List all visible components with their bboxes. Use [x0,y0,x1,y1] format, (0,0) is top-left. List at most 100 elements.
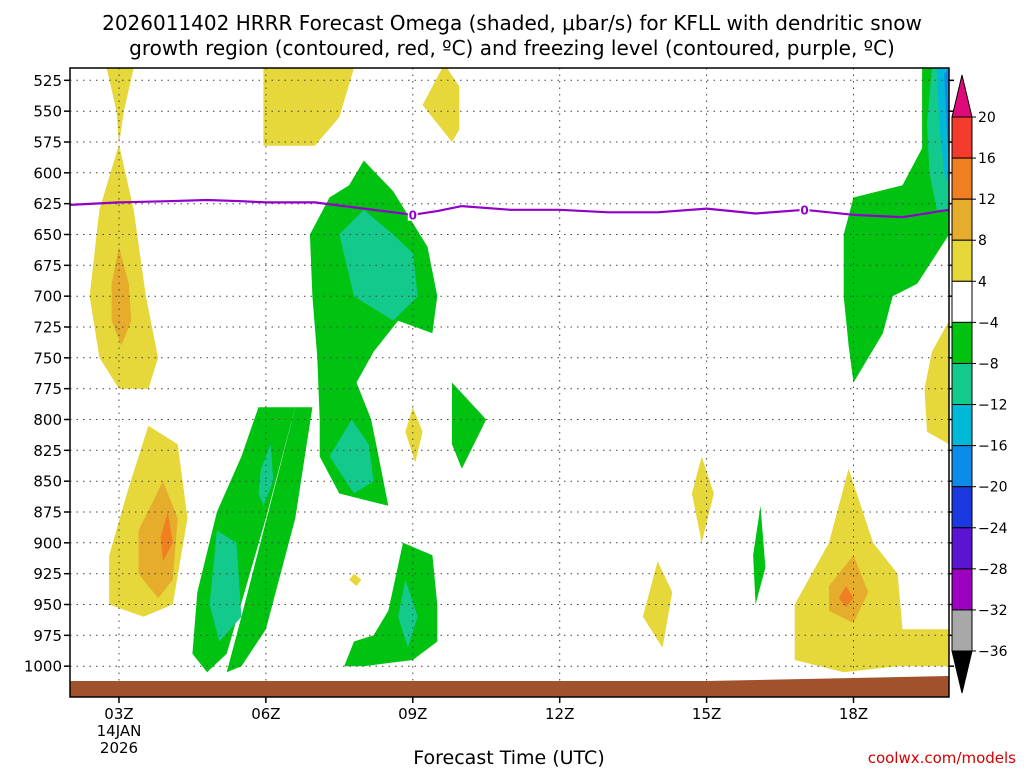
credit-text: coolwx.com/models [868,749,1016,767]
colorbar-band-1 [951,157,973,200]
x-axis-label: Forecast Time (UTC) [413,747,604,768]
downward-motion-teal-mid-low [329,419,374,494]
y-tick-label-950: 950 [33,596,62,614]
y-tick-label-575: 575 [33,134,62,152]
colorbar-bottom-arrow [951,650,973,694]
colorbar-band-6 [951,362,973,406]
colorbar-tick-label-6: −8 [978,356,999,372]
colorbar-band-2 [951,198,973,241]
colorbar-band-3 [951,239,973,282]
x-tick-label-09Z: 09Z [398,705,427,723]
x-date-label-day: 14JAN [97,722,142,740]
freezing-level-label-0: 0 [409,208,417,222]
downward-motion-green-low-b [226,407,313,673]
colorbar-tick-label-12: −32 [978,603,1008,619]
upward-motion-orange-low-left [138,481,178,599]
y-axis-pressure-ticks: 525 550 575 600 625 650 675 700 725 750 775 800 825 8… [24,72,954,676]
upward-motion-yellow-small-a [405,407,423,463]
y-tick-label-900: 900 [33,534,62,552]
x-date-label-year: 2026 [100,739,138,757]
colorbar-band-4 [951,280,973,323]
freezing-level-label-1: 0 [800,203,808,217]
colorbar-band-0 [951,116,973,159]
terrain-layer [70,676,949,697]
y-tick-label-975: 975 [33,627,62,645]
colorbar-tick-label-7: −12 [978,398,1008,414]
colorbar-tick-label-2: 12 [978,192,996,208]
freezing-level-line [70,198,949,219]
y-tick-label-600: 600 [33,164,62,182]
downward-motion-teal-low-a [209,530,242,642]
colorbar-tick-label-3: 8 [978,233,987,249]
terrain-surface [70,676,949,697]
x-tick-label-06Z: 06Z [251,705,280,723]
x-tick-label-12Z: 12Z [545,705,574,723]
downward-motion-blue-right [944,68,949,161]
upward-motion-yellow-top-c [398,68,460,142]
upward-motion-yellow-right-edge [924,320,949,445]
downward-motion-green-mid [309,160,438,506]
omega-shaded-regions [89,68,949,673]
downward-motion-green-low-c [344,542,438,667]
downward-motion-teal-low-c [398,579,418,648]
y-tick-label-775: 775 [33,380,62,398]
y-tick-label-750: 750 [33,349,62,367]
colorbar-tick-label-9: −20 [978,480,1008,496]
y-tick-label-725: 725 [33,319,62,337]
colorbar-top-arrow [951,74,973,118]
freezing-label-bg-1 [799,202,810,216]
colorbar-tick-label-8: −16 [978,439,1008,455]
chart-title-line2: growth region (contoured, red, ºC) and f… [129,36,895,60]
x-tick-label-15Z: 15Z [692,705,721,723]
downward-motion-green-small [452,382,487,469]
x-tick-label-03Z: 03Z [104,705,133,723]
downward-motion-teal-mid [339,209,418,321]
upward-motion-yellow-top-b [263,68,354,146]
colorbar-band-7 [951,404,973,447]
y-tick-label-1000: 1000 [24,658,62,676]
y-tick-label-800: 800 [33,411,62,429]
colorbar-tick-label-5: −4 [978,315,999,331]
x-axis-time-ticks: 03Z 06Z 09Z 12Z 15Z 18Z [104,697,868,723]
colorbar-band-11 [951,568,973,611]
upward-motion-red-low-left [160,512,173,562]
colorbar-tick-label-4: 4 [978,274,987,290]
downward-motion-green-small-b [753,505,766,605]
x-tick-label-18Z: 18Z [839,705,868,723]
colorbar-tick-label-10: −24 [978,521,1008,537]
y-tick-label-700: 700 [33,288,62,306]
y-tick-label-875: 875 [33,504,62,522]
upward-motion-red-low-right [838,586,854,607]
dotted-grid [70,68,949,697]
upward-motion-yellow-small-b [691,456,714,543]
colorbar-tick-label-0: 20 [978,110,996,126]
colorbar-tick-label-11: −28 [978,562,1008,578]
colorbar-band-9 [951,486,973,529]
y-tick-label-825: 825 [33,442,62,460]
downward-motion-teal-low-b [258,444,274,506]
plot-frame [69,67,950,698]
upward-motion-yellow-small-c [642,561,673,648]
colorbar: 20 16 12 8 4 −4 −8 −12 −16 −20 −24 −28 −32 −36 [951,74,1008,694]
colorbar-tick-label-13: −36 [978,644,1008,660]
upward-motion-yellow-top-a [106,68,134,145]
upward-motion-yellow-dot [349,573,362,586]
colorbar-band-10 [951,527,973,570]
y-tick-label-650: 650 [33,226,62,244]
chart-title-line1: 2026011402 HRRR Forecast Omega (shaded, … [102,11,922,35]
y-tick-label-550: 550 [33,103,62,121]
y-tick-label-625: 625 [33,195,62,213]
upward-motion-orange-low-right [829,555,869,623]
upward-motion-orange-left [111,246,132,346]
colorbar-band-5 [951,321,973,364]
colorbar-tick-label-1: 16 [978,151,996,167]
downward-motion-green-right [843,68,949,383]
y-tick-label-925: 925 [33,565,62,583]
colorbar-band-12 [951,609,973,652]
colorbar-band-8 [951,445,973,488]
freezing-label-bg-0 [407,207,418,221]
y-tick-label-850: 850 [33,473,62,491]
upward-motion-yellow-low-right [794,468,949,673]
